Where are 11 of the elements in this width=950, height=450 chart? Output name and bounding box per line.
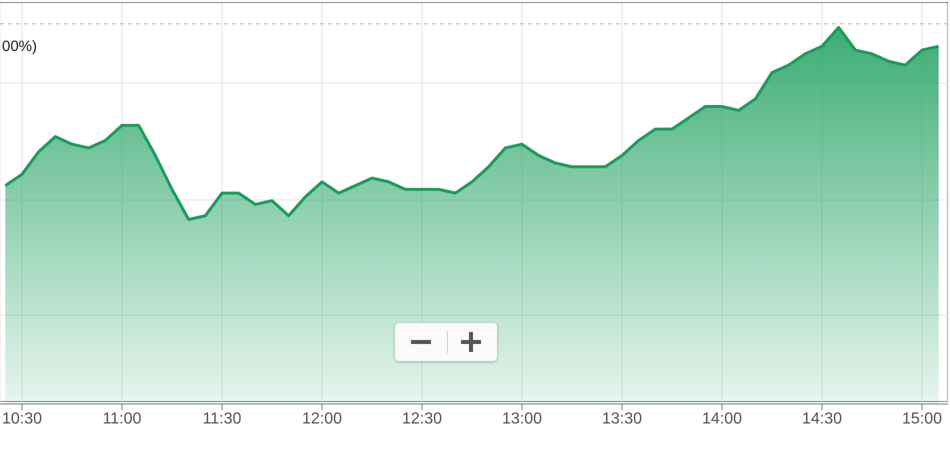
- x-tick-label: 12:30: [402, 410, 442, 428]
- x-tick-label: 13:00: [502, 410, 542, 428]
- x-tick-label: 14:00: [702, 410, 742, 428]
- annotation: 00%): [2, 38, 38, 55]
- x-tick-label: 13:30: [602, 410, 642, 428]
- x-tick-label: 10:30: [2, 410, 42, 428]
- x-tick-label: 12:00: [302, 410, 342, 428]
- x-tick-label: 15:00: [902, 410, 942, 428]
- x-tick-label: 11:30: [202, 410, 242, 428]
- x-tick-label: 11:00: [102, 410, 142, 428]
- x-tick-label: 14:30: [802, 410, 842, 428]
